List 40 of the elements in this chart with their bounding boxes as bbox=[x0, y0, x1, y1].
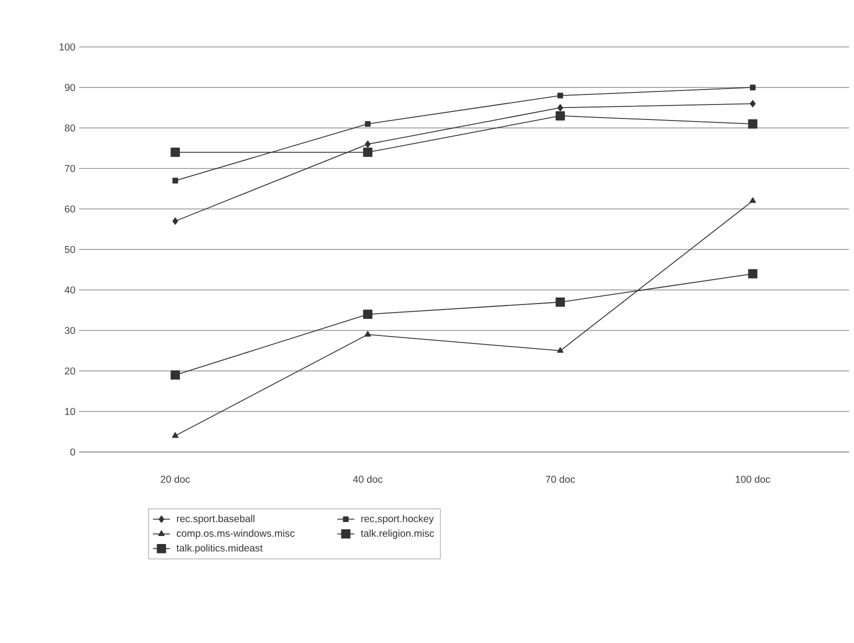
y-tick-label: 40 bbox=[64, 286, 76, 294]
x-tick-label: 20 doc bbox=[160, 476, 190, 483]
point bbox=[748, 119, 758, 129]
y-tick-label: 50 bbox=[64, 246, 76, 254]
point bbox=[172, 217, 178, 225]
y-tick-label: 10 bbox=[65, 408, 76, 416]
legend-label: comp.os.ms-windows.misc bbox=[176, 530, 295, 539]
point bbox=[364, 140, 371, 148]
y-tick-label: 0 bbox=[70, 448, 76, 456]
legend-label: rec,sport.hockey bbox=[361, 514, 434, 524]
x-tick-label: 40 doc bbox=[353, 476, 382, 483]
y-tick-label: 60 bbox=[64, 205, 76, 213]
y-tick-label: 100 bbox=[60, 43, 76, 51]
legend-label: rec.sport.baseball bbox=[177, 514, 254, 524]
x-tick-label: 70 doc bbox=[546, 476, 575, 483]
y-tick-label: 20 bbox=[64, 367, 76, 375]
point bbox=[557, 104, 564, 112]
point bbox=[750, 197, 756, 203]
point bbox=[363, 148, 372, 157]
point bbox=[364, 121, 371, 127]
point bbox=[364, 330, 371, 337]
point bbox=[170, 370, 180, 380]
y-tick-label: 90 bbox=[64, 84, 76, 92]
x-tick-label: 100 doc bbox=[736, 476, 770, 483]
point bbox=[556, 111, 565, 120]
y-tick-label: 80 bbox=[64, 124, 76, 132]
point bbox=[750, 84, 756, 90]
legend-label: talk.religion.misc bbox=[360, 530, 434, 539]
point bbox=[172, 178, 178, 184]
point bbox=[172, 432, 178, 438]
point bbox=[170, 148, 180, 157]
y-tick-label: 70 bbox=[64, 164, 76, 172]
point bbox=[557, 92, 564, 98]
legend-label: talk.politics.mideast bbox=[176, 544, 263, 554]
point bbox=[748, 269, 758, 278]
point bbox=[750, 100, 756, 108]
point bbox=[557, 347, 564, 353]
point bbox=[363, 310, 372, 319]
y-tick-label: 30 bbox=[64, 326, 76, 334]
point bbox=[556, 298, 565, 307]
